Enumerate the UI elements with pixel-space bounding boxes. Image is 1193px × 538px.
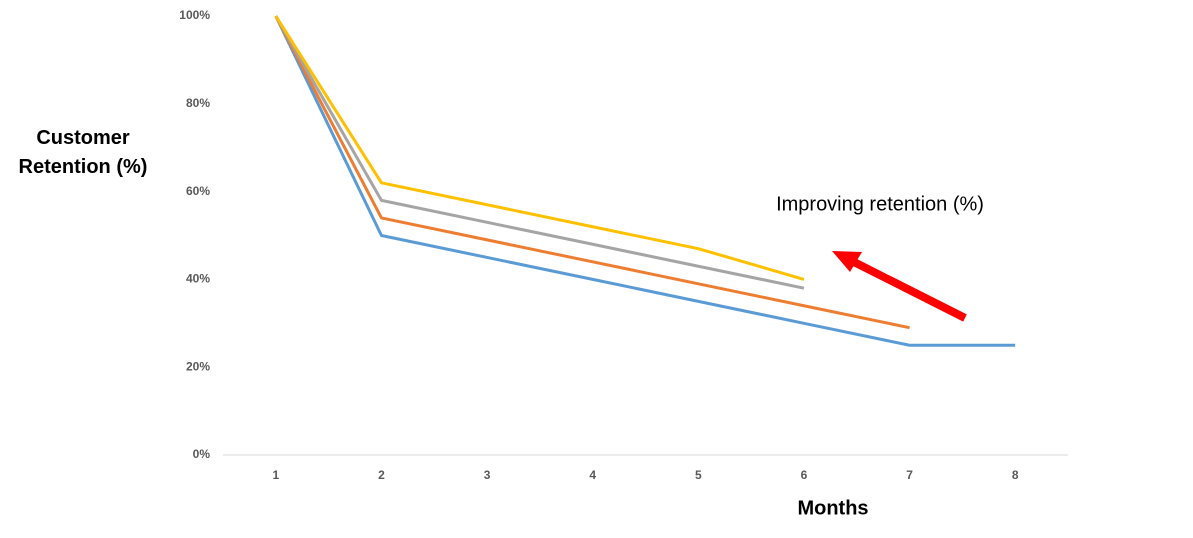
x-axis-title: Months [797,497,868,519]
x-tick-label: 3 [484,468,491,482]
x-tick-label: 7 [906,468,913,482]
y-tick-label: 60% [186,184,210,198]
y-tick-label: 0% [193,447,211,461]
y-tick-label: 20% [186,359,210,373]
series-line [274,15,805,290]
x-tick-label: 5 [695,468,702,482]
y-tick-label: 40% [186,272,210,286]
x-tick-label: 2 [378,468,385,482]
annotation: Improving retention (%) [776,193,984,215]
x-tick-label: 8 [1012,468,1019,482]
y-axis-title: Customer Retention (%) [18,127,148,178]
series-line [274,15,910,330]
x-tick-label: 1 [272,468,279,482]
x-tick-label: 4 [589,468,596,482]
y-tick-label: 80% [186,96,210,110]
series-line [274,15,805,281]
series-line [274,15,1016,347]
x-tick-label: 6 [801,468,808,482]
arrow [832,251,967,322]
y-tick-label: 100% [179,8,210,22]
